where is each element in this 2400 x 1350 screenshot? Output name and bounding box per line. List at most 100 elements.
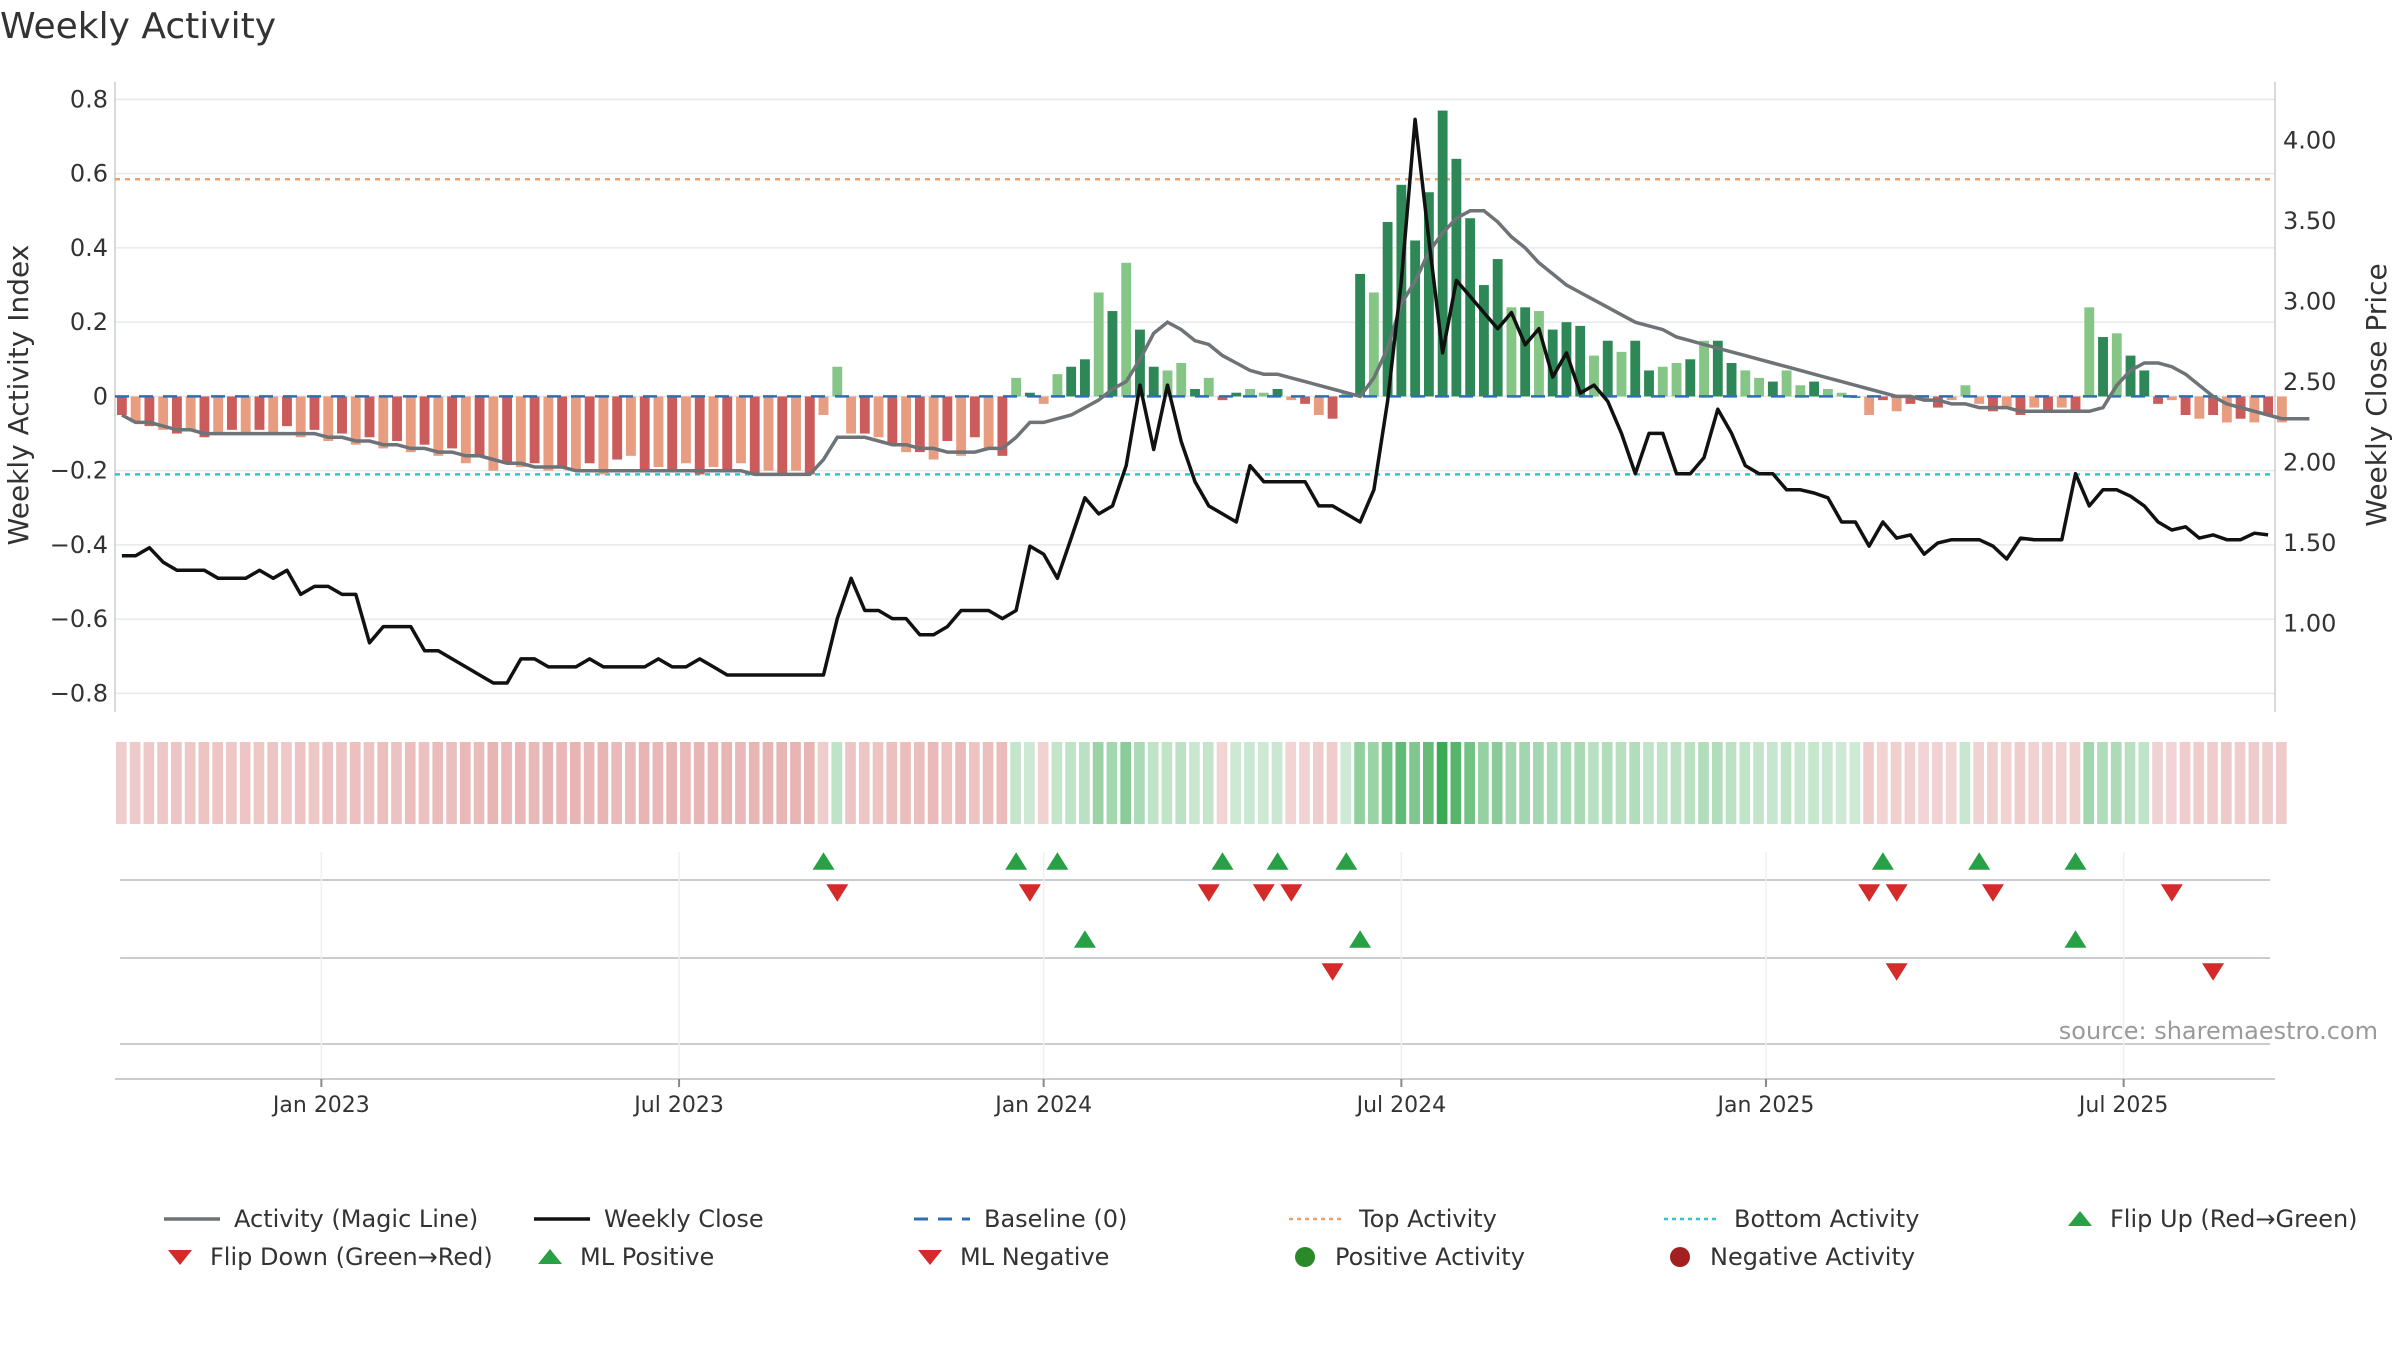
heat-strip-cell (2000, 742, 2012, 824)
heat-strip-cell (198, 742, 210, 824)
heat-strip-cell (1450, 742, 1462, 824)
activity-bar (1630, 340, 1641, 397)
y-left-tick-label: 0.8 (70, 85, 108, 113)
x-tick-label: Jul 2025 (2077, 1093, 2169, 1118)
heat-strip-cell (1037, 742, 1049, 824)
activity-bar (681, 396, 691, 464)
y-left-tick-label: 0 (93, 382, 108, 410)
heat-strip-cell (391, 742, 402, 824)
heat-strip-cell (1161, 742, 1173, 824)
activity-bar (1231, 392, 1242, 397)
heat-strip-cell (1478, 742, 1489, 824)
heat-strip-cell (1877, 742, 1888, 824)
activity-bar (1451, 158, 1462, 397)
heat-strip-cell (2220, 742, 2232, 824)
activity-bar (956, 396, 967, 456)
activity-bar (1809, 381, 1820, 397)
activity-bar (1258, 392, 1269, 397)
flip-down-marker (1858, 884, 1881, 902)
activity-bar (846, 396, 856, 434)
activity-bar (2194, 396, 2205, 419)
heat-strip-cell (1491, 742, 1503, 824)
heat-strip-cell (1794, 742, 1806, 824)
heat-strip-cell (212, 742, 223, 824)
activity-bar (419, 396, 430, 445)
heat-strip-cell (1821, 742, 1833, 824)
heat-strip-cell (1367, 742, 1379, 824)
heat-strip-cell (556, 742, 567, 824)
activity-bar (1822, 389, 1833, 397)
heat-strip-cell (803, 742, 815, 824)
activity-bar (295, 396, 306, 438)
heat-strip-cell (377, 742, 389, 824)
flip-up-marker (812, 852, 835, 870)
heat-strip-cell (446, 742, 457, 824)
activity-bar (378, 396, 389, 449)
activity-bar (1795, 385, 1806, 397)
activity-bar (2276, 396, 2287, 423)
heat-strip-cell (680, 742, 691, 824)
chart-title: Weekly Activity (0, 6, 277, 47)
heat-strip-cell (872, 742, 884, 824)
activity-bar (2111, 333, 2122, 397)
heat-strip-cell (693, 742, 705, 824)
activity-bar (1767, 381, 1778, 397)
legend-label: Flip Up (Red→Green) (2110, 1205, 2358, 1233)
activity-bar (2043, 396, 2053, 412)
activity-bar (240, 396, 251, 434)
legend-label: Negative Activity (1710, 1243, 1916, 1271)
ml-negative-marker (1885, 963, 1908, 981)
heat-strip-cell (1766, 742, 1778, 824)
legend-label: Top Activity (1359, 1205, 1497, 1233)
heat-strip-cell (1024, 742, 1035, 824)
heat-strip-cell (2083, 742, 2095, 824)
legend-item: Baseline (0) (910, 1205, 1127, 1233)
y-left-tick-label: −0.2 (50, 457, 108, 485)
heat-strip-cell (2097, 742, 2108, 824)
heat-strip-cell (1271, 742, 1283, 824)
legend-label: Activity (Magic Line) (234, 1205, 479, 1233)
heat-strip-cell (2207, 742, 2218, 824)
activity-bar (2263, 396, 2274, 415)
activity-bar (1423, 192, 1434, 397)
y-right-tick-label: 2.00 (2283, 448, 2336, 476)
heat-strip-cell (2262, 742, 2273, 824)
legend-label: Baseline (0) (984, 1205, 1128, 1233)
activity-bar (653, 396, 664, 467)
heat-strip-cell (1987, 742, 1998, 824)
activity-bar (1080, 359, 1090, 397)
legend-item: Negative Activity (1660, 1243, 1915, 1271)
ml-negative-marker (2202, 963, 2225, 981)
heat-strip-cell (363, 742, 375, 824)
heat-strip-cell (1065, 742, 1076, 824)
heat-strip-cell (886, 742, 898, 824)
activity-bar (1575, 325, 1586, 397)
heat-strip-cell (1588, 742, 1599, 824)
heat-strip-cell (1519, 742, 1530, 824)
y-right-tick-label: 2.50 (2283, 368, 2336, 396)
activity-bar (1520, 307, 1531, 397)
heat-strip-cell (542, 742, 554, 824)
legend-label: ML Negative (960, 1243, 1110, 1271)
activity-bar (2180, 396, 2191, 415)
heat-strip-cell (652, 742, 664, 824)
flip-up-marker (2064, 852, 2087, 870)
heat-strip-cell (2165, 742, 2177, 824)
heat-strip-cell (845, 742, 856, 824)
heat-strip-cell (2234, 742, 2246, 824)
flip-down-marker (1981, 884, 2004, 902)
heat-strip-cell (1409, 742, 1420, 824)
heat-strip-cell (1312, 742, 1324, 824)
heat-strip-cell (459, 742, 471, 824)
y-right-tick-label: 3.50 (2283, 207, 2336, 235)
y-right-tick-label: 1.00 (2283, 609, 2336, 637)
activity-bar (1671, 363, 1682, 397)
activity-bar (2249, 396, 2260, 423)
heat-strip-cell (900, 742, 911, 824)
x-tick-label: Jan 2023 (271, 1093, 370, 1118)
activity-bar (928, 396, 939, 460)
legend-item: ML Negative (910, 1243, 1109, 1271)
heat-strip-cell (1808, 742, 1819, 824)
heat-strip-cell (1656, 742, 1668, 824)
activity-bar (130, 396, 141, 423)
